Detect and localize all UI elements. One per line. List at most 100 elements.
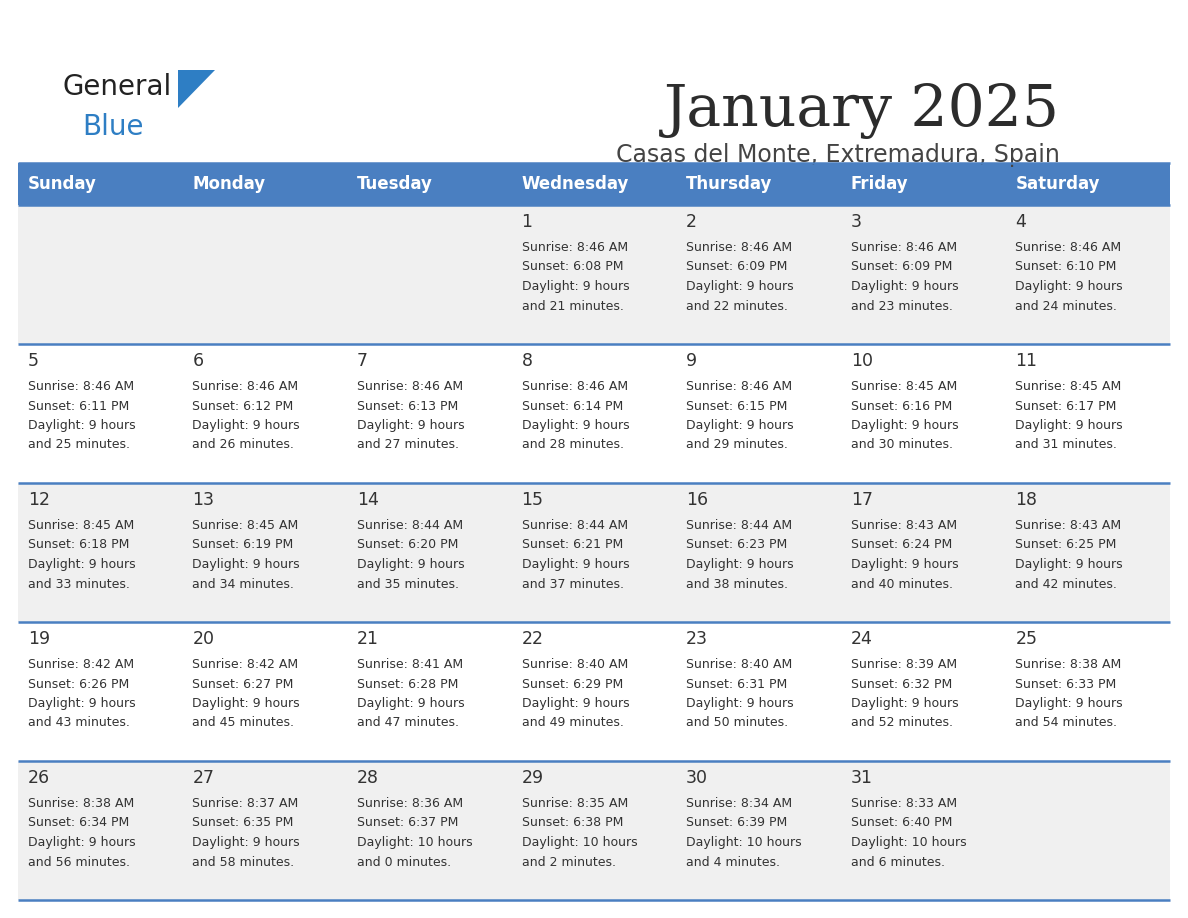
Text: Daylight: 9 hours: Daylight: 9 hours [27, 697, 135, 710]
Text: Daylight: 9 hours: Daylight: 9 hours [522, 558, 630, 571]
Text: 29: 29 [522, 769, 544, 787]
Text: 17: 17 [851, 491, 873, 509]
Text: Daylight: 9 hours: Daylight: 9 hours [27, 558, 135, 571]
Text: and 6 minutes.: and 6 minutes. [851, 856, 944, 868]
Text: Sunset: 6:27 PM: Sunset: 6:27 PM [192, 677, 293, 690]
Text: Sunset: 6:39 PM: Sunset: 6:39 PM [687, 816, 788, 830]
Text: Sunrise: 8:43 AM: Sunrise: 8:43 AM [1016, 519, 1121, 532]
Text: and 50 minutes.: and 50 minutes. [687, 717, 789, 730]
Text: Daylight: 9 hours: Daylight: 9 hours [687, 697, 794, 710]
Text: and 35 minutes.: and 35 minutes. [358, 577, 459, 590]
Bar [512, 163, 676, 205]
Text: Daylight: 9 hours: Daylight: 9 hours [192, 558, 301, 571]
Text: 4: 4 [1016, 213, 1026, 231]
Text: Daylight: 9 hours: Daylight: 9 hours [1016, 280, 1123, 293]
Text: Sunset: 6:33 PM: Sunset: 6:33 PM [1016, 677, 1117, 690]
Text: 26: 26 [27, 769, 50, 787]
Text: Sunset: 6:35 PM: Sunset: 6:35 PM [192, 816, 293, 830]
Text: and 27 minutes.: and 27 minutes. [358, 439, 459, 452]
Text: Sunset: 6:38 PM: Sunset: 6:38 PM [522, 816, 623, 830]
Text: Daylight: 10 hours: Daylight: 10 hours [851, 836, 966, 849]
Text: Daylight: 9 hours: Daylight: 9 hours [1016, 558, 1123, 571]
Text: and 42 minutes.: and 42 minutes. [1016, 577, 1117, 590]
Text: Sunset: 6:14 PM: Sunset: 6:14 PM [522, 399, 623, 412]
Text: Daylight: 9 hours: Daylight: 9 hours [192, 419, 301, 432]
Text: and 26 minutes.: and 26 minutes. [192, 439, 295, 452]
Text: and 40 minutes.: and 40 minutes. [851, 577, 953, 590]
Text: 16: 16 [687, 491, 708, 509]
Text: Daylight: 9 hours: Daylight: 9 hours [687, 280, 794, 293]
Text: 21: 21 [358, 630, 379, 648]
Text: and 54 minutes.: and 54 minutes. [1016, 717, 1117, 730]
Text: Blue: Blue [82, 113, 144, 141]
Text: Sunset: 6:10 PM: Sunset: 6:10 PM [1016, 261, 1117, 274]
Text: and 56 minutes.: and 56 minutes. [27, 856, 129, 868]
Text: Sunset: 6:24 PM: Sunset: 6:24 PM [851, 539, 952, 552]
Text: Daylight: 9 hours: Daylight: 9 hours [1016, 697, 1123, 710]
Text: Sunrise: 8:38 AM: Sunrise: 8:38 AM [27, 797, 134, 810]
Text: Daylight: 9 hours: Daylight: 9 hours [522, 697, 630, 710]
Text: Sunset: 6:09 PM: Sunset: 6:09 PM [851, 261, 952, 274]
Text: 5: 5 [27, 352, 39, 370]
Text: Sunset: 6:37 PM: Sunset: 6:37 PM [358, 816, 459, 830]
Text: 24: 24 [851, 630, 873, 648]
Text: and 58 minutes.: and 58 minutes. [192, 856, 295, 868]
Text: and 38 minutes.: and 38 minutes. [687, 577, 788, 590]
Bar [183, 163, 347, 205]
Text: Wednesday: Wednesday [522, 175, 628, 193]
Text: Sunrise: 8:46 AM: Sunrise: 8:46 AM [851, 241, 956, 254]
Text: Sunset: 6:40 PM: Sunset: 6:40 PM [851, 816, 952, 830]
Text: Daylight: 9 hours: Daylight: 9 hours [358, 697, 465, 710]
Text: Sunset: 6:31 PM: Sunset: 6:31 PM [687, 677, 788, 690]
Text: and 45 minutes.: and 45 minutes. [192, 717, 295, 730]
Text: Daylight: 9 hours: Daylight: 9 hours [192, 836, 301, 849]
Bar [18, 163, 183, 205]
Text: Sunset: 6:21 PM: Sunset: 6:21 PM [522, 539, 623, 552]
Bar [18, 205, 1170, 344]
Bar [676, 163, 841, 205]
Text: Sunrise: 8:34 AM: Sunrise: 8:34 AM [687, 797, 792, 810]
Bar [18, 761, 1170, 900]
Text: 14: 14 [358, 491, 379, 509]
Text: and 47 minutes.: and 47 minutes. [358, 717, 459, 730]
Text: and 30 minutes.: and 30 minutes. [851, 439, 953, 452]
Text: and 43 minutes.: and 43 minutes. [27, 717, 129, 730]
Text: Sunset: 6:34 PM: Sunset: 6:34 PM [27, 816, 129, 830]
Text: and 37 minutes.: and 37 minutes. [522, 577, 624, 590]
Text: 8: 8 [522, 352, 532, 370]
Text: Sunrise: 8:46 AM: Sunrise: 8:46 AM [27, 380, 134, 393]
Text: Daylight: 9 hours: Daylight: 9 hours [192, 697, 301, 710]
Text: Sunrise: 8:36 AM: Sunrise: 8:36 AM [358, 797, 463, 810]
Text: Sunrise: 8:40 AM: Sunrise: 8:40 AM [687, 658, 792, 671]
Bar [841, 163, 1005, 205]
Text: and 25 minutes.: and 25 minutes. [27, 439, 129, 452]
Text: and 22 minutes.: and 22 minutes. [687, 299, 788, 312]
Text: Sunrise: 8:35 AM: Sunrise: 8:35 AM [522, 797, 627, 810]
Text: Sunrise: 8:46 AM: Sunrise: 8:46 AM [192, 380, 298, 393]
Text: Daylight: 10 hours: Daylight: 10 hours [358, 836, 473, 849]
Text: Daylight: 9 hours: Daylight: 9 hours [522, 280, 630, 293]
Text: Sunset: 6:19 PM: Sunset: 6:19 PM [192, 539, 293, 552]
Text: Sunrise: 8:45 AM: Sunrise: 8:45 AM [1016, 380, 1121, 393]
Polygon shape [178, 70, 215, 108]
Text: Daylight: 9 hours: Daylight: 9 hours [358, 558, 465, 571]
Text: 12: 12 [27, 491, 50, 509]
Text: 20: 20 [192, 630, 215, 648]
Text: Sunrise: 8:46 AM: Sunrise: 8:46 AM [687, 241, 792, 254]
Text: Sunset: 6:28 PM: Sunset: 6:28 PM [358, 677, 459, 690]
Text: and 4 minutes.: and 4 minutes. [687, 856, 781, 868]
Text: 19: 19 [27, 630, 50, 648]
Text: Tuesday: Tuesday [358, 175, 432, 193]
Text: Sunrise: 8:46 AM: Sunrise: 8:46 AM [687, 380, 792, 393]
Text: Sunrise: 8:39 AM: Sunrise: 8:39 AM [851, 658, 956, 671]
Text: Sunrise: 8:45 AM: Sunrise: 8:45 AM [192, 519, 298, 532]
Text: 2: 2 [687, 213, 697, 231]
Text: January 2025: January 2025 [664, 83, 1060, 139]
Text: Daylight: 9 hours: Daylight: 9 hours [27, 419, 135, 432]
Text: Sunrise: 8:41 AM: Sunrise: 8:41 AM [358, 658, 463, 671]
Text: Sunrise: 8:43 AM: Sunrise: 8:43 AM [851, 519, 956, 532]
Text: and 49 minutes.: and 49 minutes. [522, 717, 624, 730]
Text: Sunset: 6:32 PM: Sunset: 6:32 PM [851, 677, 952, 690]
Text: Daylight: 9 hours: Daylight: 9 hours [851, 419, 959, 432]
Text: Daylight: 9 hours: Daylight: 9 hours [851, 280, 959, 293]
